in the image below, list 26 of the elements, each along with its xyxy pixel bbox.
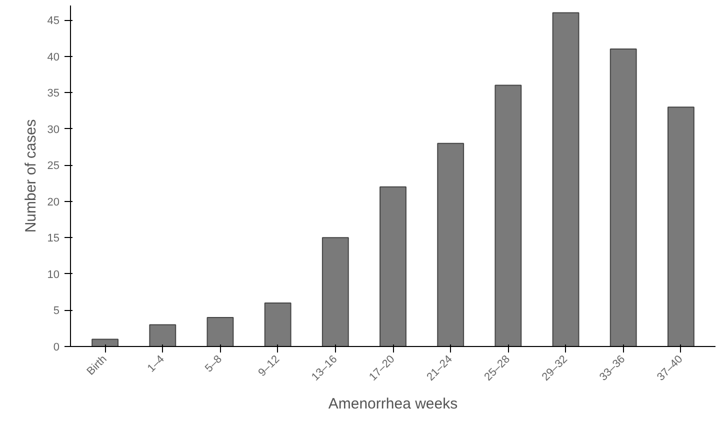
bar [494, 84, 522, 346]
y-tick-label: 20 [47, 196, 60, 208]
y-tick-label: 25 [47, 160, 60, 172]
bar [264, 302, 292, 346]
bar [552, 12, 580, 346]
y-tick-label: 15 [47, 232, 60, 245]
bar [380, 186, 406, 346]
bar [437, 142, 464, 346]
y-tick-label: 45 [47, 15, 60, 28]
bar [149, 324, 176, 346]
x-tick-label: Birth [84, 353, 110, 378]
x-axis-title: Amenorrhea weeks [328, 396, 458, 413]
bar [322, 237, 349, 346]
bar [610, 48, 637, 346]
y-tick-label: 40 [47, 51, 60, 64]
y-axis-title: Number of cases [22, 119, 40, 233]
y-tick-label: 35 [47, 88, 60, 100]
x-tick-label: 5–8 [203, 353, 224, 375]
x-tick-label: 1–4 [145, 353, 167, 375]
y-tick-label: 30 [47, 124, 60, 136]
y-tick-label: 0 [53, 342, 60, 354]
bar [92, 338, 119, 346]
y-tick-label: 5 [53, 305, 60, 318]
bar [206, 316, 234, 346]
y-tick-label: 10 [47, 268, 60, 281]
bar [667, 106, 694, 346]
